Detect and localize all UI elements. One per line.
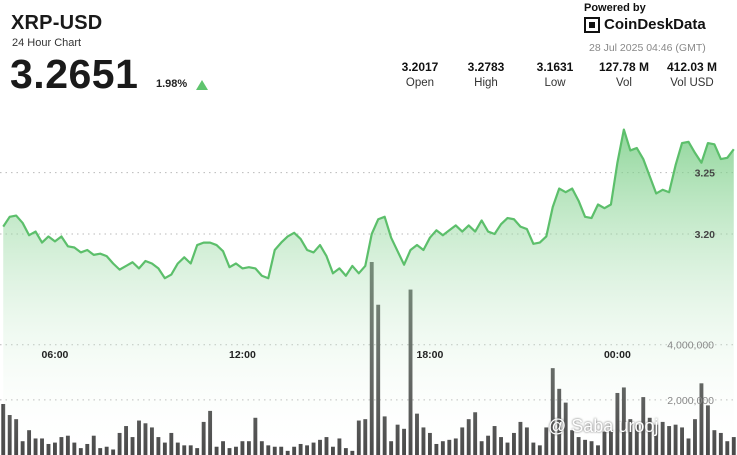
chart-subtitle: 24 Hour Chart — [12, 37, 82, 49]
stat-value: 3.2017 — [401, 60, 439, 74]
x-tick-label: 18:00 — [416, 349, 443, 361]
price-tick-label: 3.25 — [695, 168, 716, 180]
price-change: 1.98% — [156, 78, 188, 90]
stat-label: Vol USD — [670, 77, 714, 89]
stat-vol-usd: 412.03 M Vol USD — [657, 60, 727, 89]
stat-value: 127.78 M — [598, 60, 650, 74]
stat-label: High — [474, 77, 498, 89]
stat-low: 3.1631 Low — [520, 60, 590, 89]
watermark-text: @ Saba urooj — [548, 416, 659, 436]
stat-vol: 127.78 M Vol — [589, 60, 659, 89]
watermark: @ Saba urooj — [548, 416, 658, 437]
volume-tick-label: 4,000,000 — [667, 340, 714, 352]
stat-value: 3.1631 — [536, 60, 574, 74]
x-tick-label: 12:00 — [229, 349, 256, 361]
brand-name: CoinDeskData — [604, 16, 706, 33]
stat-value: 3.2783 — [467, 60, 505, 74]
price-line — [2, 128, 735, 280]
current-price: 3.2651 — [10, 51, 139, 97]
stat-value: 412.03 M — [666, 60, 718, 74]
stat-label: Low — [544, 77, 566, 89]
brand-logo: CoinDeskData — [584, 16, 706, 33]
axis-labels: 3.25 3.20 4,000,000 2,000,000 06:00 12:00 18:0… — [42, 168, 716, 407]
up-arrow-icon — [196, 80, 208, 90]
stat-label: Open — [405, 77, 435, 89]
stat-open: 3.2017 Open — [385, 60, 455, 89]
price-area — [3, 129, 734, 455]
x-tick-label: 06:00 — [42, 349, 69, 361]
pair-title: XRP-USD — [11, 12, 103, 34]
stat-label: Vol — [616, 77, 632, 89]
price-tick-label: 3.20 — [695, 229, 716, 241]
stat-high: 3.2783 High — [451, 60, 521, 89]
timestamp: 28 Jul 2025 04:46 (GMT) — [589, 42, 706, 54]
coindesk-logo-icon — [584, 16, 600, 33]
x-tick-label: 00:00 — [604, 349, 631, 361]
volume-tick-label: 2,000,000 — [667, 395, 714, 407]
powered-by-label: Powered by — [584, 2, 646, 14]
